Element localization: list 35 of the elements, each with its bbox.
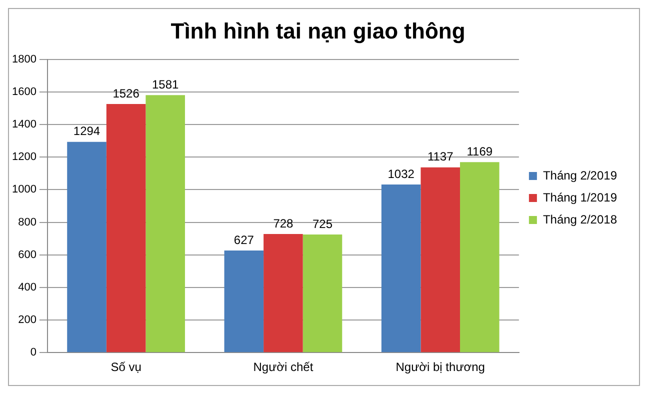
y-tick-label: 1200 bbox=[12, 151, 36, 164]
data-label: 1294 bbox=[73, 124, 100, 138]
y-tick-label: 1400 bbox=[12, 118, 36, 131]
bar bbox=[420, 167, 460, 352]
bar bbox=[146, 95, 185, 352]
legend-label: Tháng 2/2018 bbox=[542, 212, 618, 226]
y-tick-label: 600 bbox=[18, 248, 36, 261]
legend-label: Tháng 2/2019 bbox=[542, 168, 618, 182]
data-label: 728 bbox=[273, 216, 294, 230]
data-label: 1581 bbox=[152, 77, 180, 92]
data-label: 1169 bbox=[466, 144, 493, 158]
y-tick-label: 800 bbox=[18, 216, 36, 228]
y-tick-label: 400 bbox=[18, 281, 36, 294]
data-label: 1032 bbox=[388, 166, 415, 181]
y-tick-label: 1600 bbox=[12, 86, 36, 98]
bar bbox=[224, 250, 264, 352]
legend-label: Tháng 1/2019 bbox=[542, 190, 618, 204]
y-tick-label: 0 bbox=[30, 346, 36, 359]
data-label: 725 bbox=[312, 216, 333, 231]
bar bbox=[302, 234, 342, 352]
data-label: 1137 bbox=[427, 150, 454, 164]
x-tick-label: Người bị thương bbox=[396, 360, 485, 374]
y-tick-label: 1800 bbox=[12, 53, 36, 66]
x-tick-label: Số vụ bbox=[110, 360, 142, 374]
y-tick-label: 1000 bbox=[12, 184, 36, 196]
bar bbox=[460, 162, 500, 352]
bar bbox=[106, 104, 146, 352]
y-tick-label: 200 bbox=[18, 314, 36, 326]
x-tick-label: Người chết bbox=[253, 360, 314, 374]
bar bbox=[264, 234, 303, 352]
bar bbox=[381, 184, 421, 352]
data-label: 1526 bbox=[112, 86, 140, 100]
chart-title: Tình hình tai nạn giao thông bbox=[170, 18, 466, 44]
bar bbox=[67, 142, 106, 352]
data-label: 627 bbox=[234, 232, 254, 247]
